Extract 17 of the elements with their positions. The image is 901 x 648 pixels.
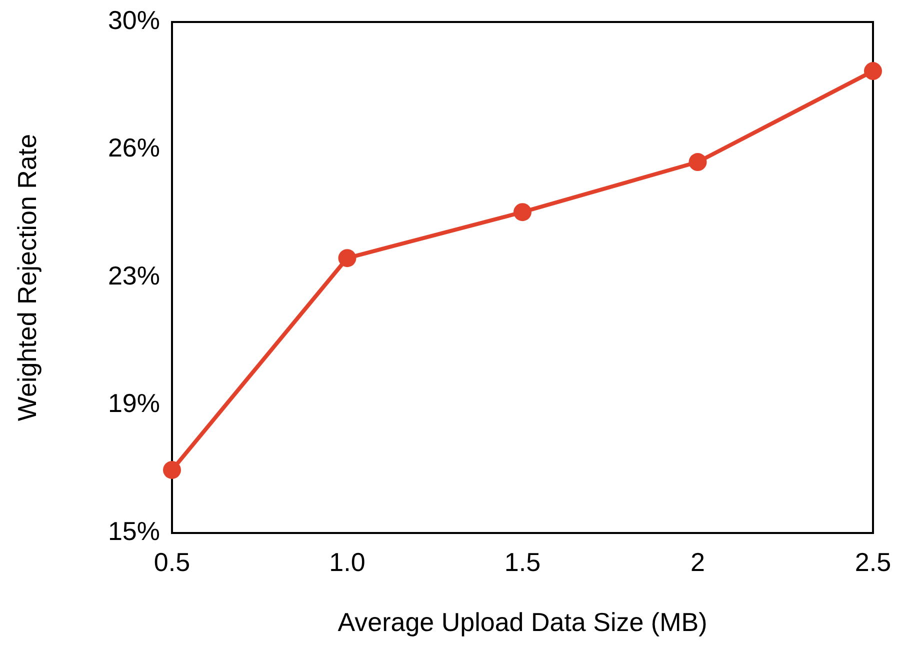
x-tick-label: 2.5 bbox=[854, 547, 892, 577]
x-tick-label: 1.0 bbox=[329, 547, 366, 577]
y-tick-label: 30% bbox=[108, 4, 160, 35]
point bbox=[514, 203, 532, 222]
point bbox=[688, 153, 707, 172]
x-tick-label: 0.5 bbox=[154, 547, 190, 577]
point bbox=[338, 249, 356, 268]
y-axis-title: Weighted Rejection Rate bbox=[12, 134, 42, 422]
y-tick-label: 23% bbox=[108, 260, 160, 290]
y-tick-label: 15% bbox=[108, 516, 160, 546]
x-tick-label: 2 bbox=[690, 547, 705, 577]
point bbox=[864, 62, 882, 80]
y-tick-label: 19% bbox=[108, 388, 160, 418]
x-tick-label: 1.5 bbox=[504, 547, 541, 577]
x-axis-title: Average Upload Data Size (MB) bbox=[338, 607, 708, 637]
y-tick-label: 26% bbox=[108, 132, 160, 163]
point bbox=[163, 460, 181, 479]
